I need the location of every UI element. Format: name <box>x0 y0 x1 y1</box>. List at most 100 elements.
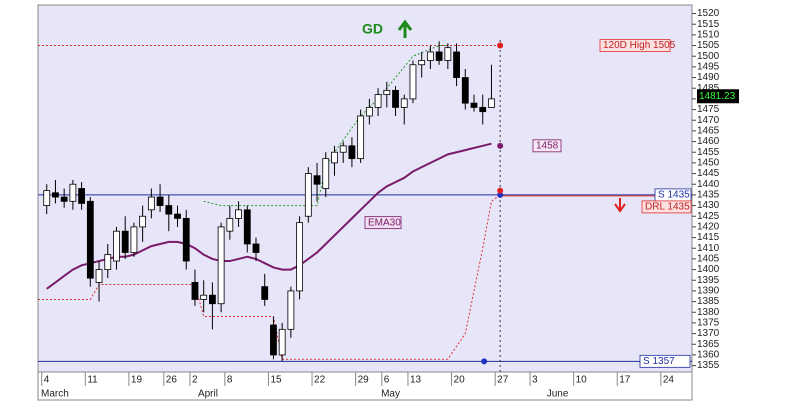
candle-body <box>226 217 234 232</box>
candle-body <box>43 190 51 206</box>
x-axis-area <box>37 371 693 401</box>
y-tick-label: 1490 <box>697 72 720 83</box>
y-tick-label: 1400 <box>697 264 720 275</box>
month-label: May <box>381 389 400 400</box>
y-tick-label: 1470 <box>697 115 720 126</box>
candle-body <box>78 188 85 204</box>
y-tick-label: 1390 <box>697 286 720 297</box>
x-tick-label: 6 <box>384 375 390 386</box>
y-tick-label: 1425 <box>697 211 720 222</box>
x-tick-label: 29 <box>358 375 370 386</box>
candle-body <box>435 51 443 61</box>
y-tick-label: 1365 <box>697 339 720 350</box>
candle-body <box>243 209 251 245</box>
y-tick-label: 1515 <box>697 19 720 30</box>
candle-body <box>453 51 460 78</box>
candle-body <box>86 200 94 279</box>
candle-body <box>52 192 59 198</box>
candle-body <box>348 145 356 160</box>
candle-body <box>270 324 277 356</box>
candle-body <box>365 107 373 117</box>
candle-body <box>313 175 321 185</box>
level-dot <box>481 358 488 365</box>
month-label: March <box>41 389 69 400</box>
candle-body <box>217 226 225 305</box>
y-tick-label: 1445 <box>697 168 720 179</box>
x-tick-label: 24 <box>663 375 675 386</box>
y-tick-label: 1410 <box>697 243 720 254</box>
x-tick-label: 20 <box>454 375 466 386</box>
y-tick-label: 1395 <box>697 275 720 286</box>
candle-body <box>156 196 164 206</box>
y-tick-label: 1375 <box>697 318 720 329</box>
plot-area <box>37 4 693 373</box>
candle-body <box>331 151 338 164</box>
y-tick-label: 1430 <box>697 200 720 211</box>
y-tick-label: 1475 <box>697 104 720 115</box>
candle-body <box>130 226 138 253</box>
candle-body <box>357 115 365 160</box>
y-tick-label: 1440 <box>697 179 720 190</box>
y-tick-label: 1455 <box>697 147 720 158</box>
y-tick-label: 1385 <box>697 296 720 307</box>
candle-body <box>287 290 295 330</box>
y-tick-label: 1505 <box>697 40 720 51</box>
last-price-label: 1481.23 <box>699 91 736 102</box>
candle-body <box>113 230 120 262</box>
candle-body <box>392 89 399 108</box>
level-dot <box>497 191 504 198</box>
signal-label: GD <box>362 21 383 37</box>
annotation-box <box>599 39 671 52</box>
candle-body <box>418 60 426 66</box>
candle-body <box>139 215 147 228</box>
level-dot <box>497 187 504 194</box>
candle-body <box>60 196 68 202</box>
x-tick-label: 26 <box>166 375 178 386</box>
month-label: April <box>198 389 218 400</box>
x-tick-label: 17 <box>619 375 631 386</box>
y-tick-label: 1415 <box>697 232 720 243</box>
annotation-label: S 1357 <box>643 356 675 367</box>
candle-body <box>409 64 417 100</box>
y-tick-label: 1420 <box>697 222 720 233</box>
x-tick-label: 15 <box>270 375 282 386</box>
x-tick-label: 3 <box>532 375 538 386</box>
x-tick-label: 22 <box>314 375 326 386</box>
down-arrow <box>614 198 626 213</box>
y-tick-label: 1500 <box>697 51 720 62</box>
annotation-box <box>639 354 691 368</box>
annotation-label: 1458 <box>536 140 559 151</box>
candle-body <box>470 102 478 108</box>
candle-body <box>191 281 199 300</box>
candle-body <box>69 183 77 202</box>
candle-body <box>182 217 190 262</box>
candle-body <box>383 89 391 96</box>
ema-line <box>46 142 492 290</box>
annotation-box <box>364 216 402 230</box>
candle-body <box>304 173 312 217</box>
annotation-label: DRL 1435 <box>645 202 690 213</box>
y-tick-label: 1405 <box>697 254 720 265</box>
level-dot <box>497 142 504 149</box>
annotation-box <box>641 200 692 214</box>
month-label: June <box>547 389 569 400</box>
y-tick-label: 1360 <box>697 350 720 361</box>
annotation-label: EMA30 <box>368 217 401 228</box>
x-tick-label: 2 <box>192 375 198 386</box>
candle-body <box>444 47 452 61</box>
candle-body <box>200 294 208 300</box>
candle-body <box>461 77 469 104</box>
candle-body <box>479 107 487 113</box>
candle-body <box>95 269 103 283</box>
x-tick-label: 8 <box>227 375 233 386</box>
candle-body <box>426 51 434 61</box>
candle-body <box>121 230 129 253</box>
trailing-stop-high <box>203 45 448 207</box>
y-tick-label: 1450 <box>697 158 720 169</box>
candle-body <box>400 98 408 108</box>
candle-body <box>235 209 242 219</box>
x-tick-label: 19 <box>131 375 143 386</box>
x-tick-label: 27 <box>497 375 509 386</box>
candle-body <box>339 145 347 153</box>
